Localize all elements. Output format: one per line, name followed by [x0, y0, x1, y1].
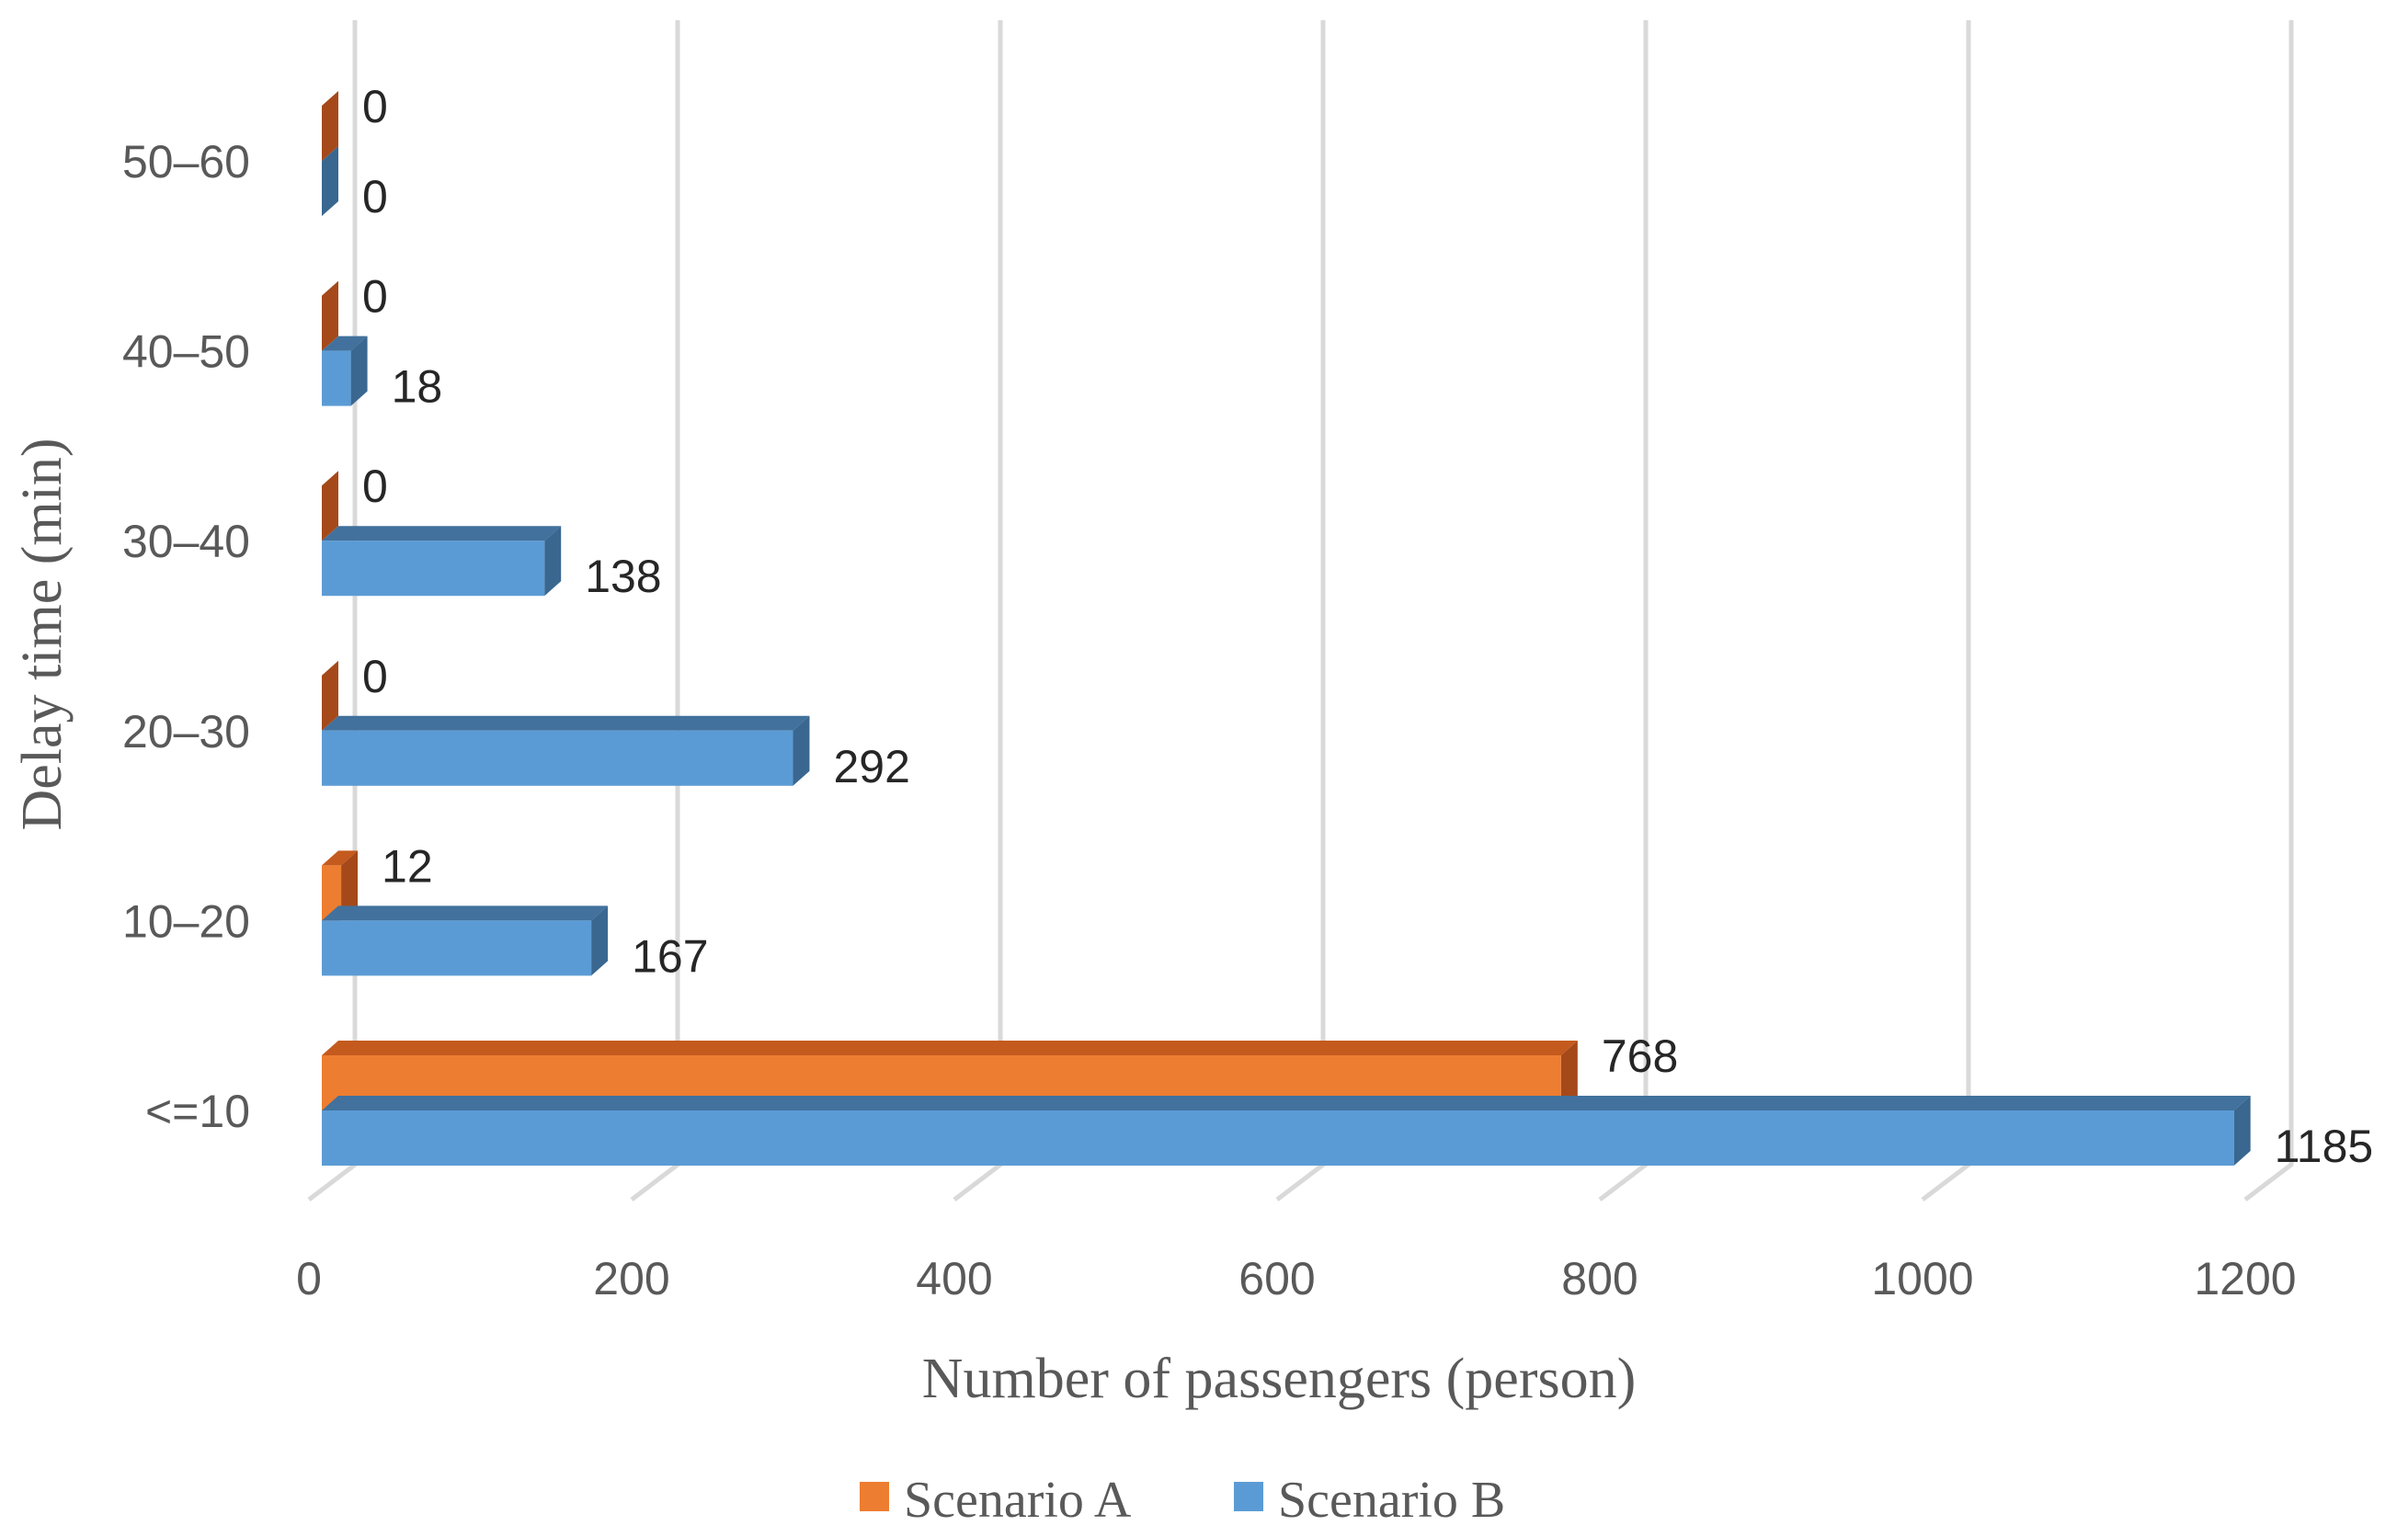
bar-scenario-b-30-40 [322, 526, 562, 597]
bar-scenario-b-40-50 [322, 336, 368, 406]
bar-scenario-a-10-20 [322, 850, 359, 921]
data-label-scenario-a-50-60: 0 [362, 81, 388, 132]
x-axis-title: Number of passengers (person) [922, 1348, 1636, 1410]
data-label-scenario-b-20-30: 292 [833, 741, 909, 792]
gridline-200 [630, 20, 680, 1201]
bar-scenario-a-20-30 [322, 660, 338, 731]
x-tick-800: 800 [1561, 1253, 1638, 1304]
x-tick-0: 0 [296, 1253, 322, 1304]
gridline-400 [953, 20, 1003, 1201]
data-label-scenario-a-20-30: 0 [362, 651, 388, 702]
data-label-scenario-a-40-50: 0 [362, 271, 388, 323]
legend-label-scenario-a: Scenario A [904, 1472, 1132, 1529]
data-label-scenario-b-30-40: 138 [585, 551, 661, 602]
x-axis-ticks: 0 200 400 600 800 1000 1200 [296, 1253, 2297, 1304]
legend-label-scenario-b: Scenario B [1278, 1472, 1505, 1529]
bar-scenario-b-10-20 [322, 905, 609, 976]
x-tick-1200: 1200 [2194, 1253, 2296, 1304]
data-label-scenario-b-10-20: 167 [632, 930, 708, 982]
y-tick-50-60: 50–60 [122, 136, 250, 188]
bar-scenario-b-le10 [322, 1096, 2251, 1166]
y-axis-ticks: <=10 10–20 20–30 30–40 40–50 50–60 [122, 136, 250, 1137]
legend: Scenario A Scenario B [860, 1472, 1505, 1529]
bar-scenario-b-50-60 [322, 146, 338, 216]
data-label-scenario-b-40-50: 18 [392, 361, 443, 413]
x-tick-600: 600 [1238, 1253, 1315, 1304]
bar-scenario-a-40-50 [322, 280, 338, 351]
data-label-scenario-a-le10: 768 [1602, 1030, 1678, 1082]
y-tick-10-20: 10–20 [122, 895, 250, 947]
data-label-scenario-a-10-20: 12 [382, 840, 433, 892]
bar-scenario-a-50-60 [322, 91, 338, 161]
grid-lines [307, 20, 2294, 1201]
data-label-scenario-a-30-40: 0 [362, 461, 388, 512]
bar-scenario-b-20-30 [322, 715, 810, 786]
x-tick-1000: 1000 [1871, 1253, 1973, 1304]
x-tick-400: 400 [916, 1253, 992, 1304]
gridline-800 [1598, 20, 1649, 1201]
bar-scenario-a-30-40 [322, 471, 338, 541]
y-tick-40-50: 40–50 [122, 326, 250, 378]
bars [322, 91, 2251, 1166]
gridline-600 [1275, 20, 1326, 1201]
y-tick-20-30: 20–30 [122, 706, 250, 757]
y-tick-30-40: 30–40 [122, 516, 250, 567]
y-axis-title: Delay time (min) [11, 438, 74, 831]
data-label-scenario-b-le10: 1185 [2275, 1121, 2374, 1172]
gridline-1200 [2243, 20, 2294, 1201]
y-tick-le10: <=10 [145, 1086, 250, 1137]
data-label-scenario-b-50-60: 0 [362, 171, 388, 222]
legend-swatch-scenario-b [1234, 1482, 1263, 1511]
legend-swatch-scenario-a [860, 1482, 889, 1511]
gridline-1000 [1921, 20, 1971, 1201]
x-tick-200: 200 [593, 1253, 669, 1304]
